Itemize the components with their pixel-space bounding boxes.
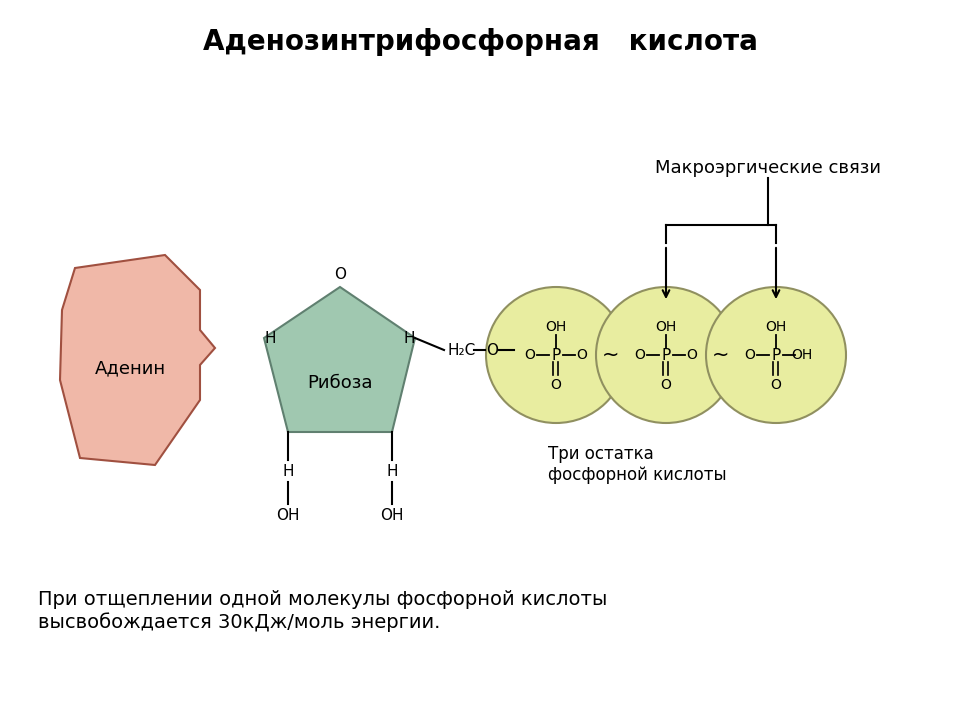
Text: Аденин: Аденин	[94, 359, 165, 377]
Text: O: O	[334, 266, 346, 282]
Text: P: P	[772, 348, 780, 362]
Text: OH: OH	[791, 348, 812, 362]
Ellipse shape	[486, 287, 626, 423]
Text: При отщеплении одной молекулы фосфорной кислоты
высвобождается 30кДж/моль энерги: При отщеплении одной молекулы фосфорной …	[38, 590, 608, 632]
Text: O: O	[486, 343, 498, 358]
Text: OH: OH	[545, 320, 566, 334]
Text: H: H	[264, 330, 276, 346]
Text: P: P	[551, 348, 561, 362]
Text: O: O	[551, 378, 562, 392]
Text: OH: OH	[765, 320, 786, 334]
Text: O: O	[771, 378, 781, 392]
Text: P: P	[661, 348, 671, 362]
Text: Рибоза: Рибоза	[307, 374, 372, 392]
Text: O: O	[524, 348, 536, 362]
Text: H: H	[282, 464, 294, 480]
Text: H: H	[403, 330, 415, 346]
Text: OH: OH	[380, 508, 404, 523]
Ellipse shape	[706, 287, 846, 423]
Text: OH: OH	[656, 320, 677, 334]
Text: H: H	[386, 464, 397, 480]
Text: OH: OH	[276, 508, 300, 523]
Text: O: O	[686, 348, 697, 362]
Text: Макроэргические связи: Макроэргические связи	[655, 159, 881, 177]
Text: Три остатка
фосфорной кислоты: Три остатка фосфорной кислоты	[548, 445, 727, 484]
Polygon shape	[264, 287, 415, 432]
Text: O: O	[577, 348, 588, 362]
Polygon shape	[60, 255, 215, 465]
Text: Аденозинтрифосфорная   кислота: Аденозинтрифосфорная кислота	[203, 28, 757, 56]
Text: O: O	[660, 378, 671, 392]
Text: ~: ~	[602, 345, 620, 365]
Text: H₂C: H₂C	[448, 343, 476, 358]
Text: ~: ~	[712, 345, 730, 365]
Text: O: O	[745, 348, 756, 362]
Text: O: O	[635, 348, 645, 362]
Ellipse shape	[596, 287, 736, 423]
